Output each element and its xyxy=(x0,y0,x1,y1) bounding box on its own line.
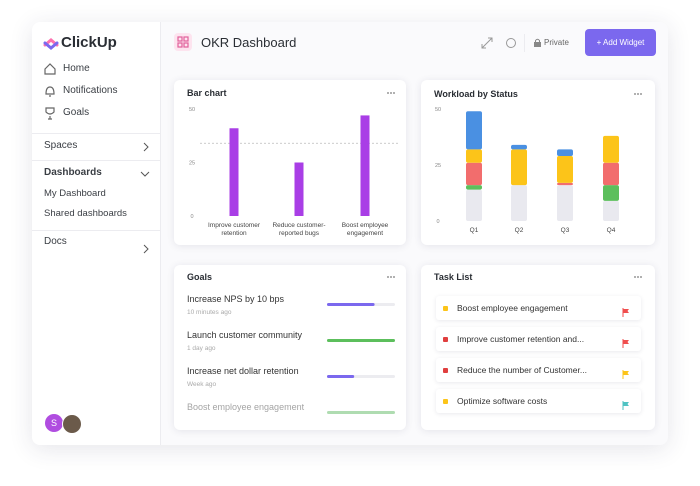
avatar[interactable]: S xyxy=(45,414,63,432)
task-row[interactable] xyxy=(436,327,641,351)
bar-segment xyxy=(466,189,482,221)
progress-bar xyxy=(327,375,355,378)
dashboard-link[interactable]: Shared dashboards xyxy=(44,208,127,219)
task-row[interactable] xyxy=(436,296,641,320)
bar-segment xyxy=(511,185,527,221)
bar xyxy=(229,128,239,216)
nav-item[interactable]: Notifications xyxy=(63,85,118,96)
goal-name[interactable]: Launch customer community xyxy=(187,330,303,340)
bar-segment xyxy=(603,200,619,221)
chevron xyxy=(143,142,149,152)
status-dot xyxy=(443,337,448,342)
status-dot xyxy=(443,399,448,404)
dashboard-link[interactable]: My Dashboard xyxy=(44,188,106,199)
goal-time: Week ago xyxy=(187,381,217,388)
x-tick-label: Q4 xyxy=(606,227,616,234)
widget-title: Goals xyxy=(187,272,213,282)
x-tick-label: Improve customer retention xyxy=(207,222,261,238)
status-dot xyxy=(443,368,448,373)
chevron xyxy=(140,171,150,177)
task-row[interactable] xyxy=(436,358,641,382)
status-dot xyxy=(443,306,448,311)
progress-bar xyxy=(327,339,395,342)
task-name[interactable]: Reduce the number of Customer... xyxy=(457,365,587,375)
lock-icon xyxy=(534,38,541,47)
progress-bar xyxy=(327,303,375,306)
logo: ClickUp xyxy=(61,34,117,51)
progress-bar xyxy=(327,411,395,414)
bar-segment xyxy=(466,162,482,186)
logo-icon xyxy=(43,38,59,50)
y-tick-label: 50 xyxy=(189,107,195,113)
priority-flag xyxy=(622,397,630,415)
nav-icons xyxy=(44,63,56,120)
chevron xyxy=(143,244,149,254)
widget xyxy=(174,265,406,430)
page-title: OKR Dashboard xyxy=(201,35,297,50)
y-tick-label: 0 xyxy=(190,214,193,220)
goal-time: 10 minutes ago xyxy=(187,309,232,316)
bar-segment xyxy=(466,185,482,190)
bar-segment xyxy=(511,144,527,150)
goal-name[interactable]: Increase net dollar retention xyxy=(187,366,299,376)
priority-flag xyxy=(622,335,630,353)
goal-name[interactable]: Increase NPS by 10 bps xyxy=(187,294,285,304)
task-name[interactable]: Optimize software costs xyxy=(457,396,548,406)
privacy[interactable]: Private xyxy=(544,38,569,47)
section[interactable]: Spaces xyxy=(44,140,78,151)
y-tick-label: 25 xyxy=(189,161,195,167)
widget-title: Task List xyxy=(434,272,473,282)
bar-segment xyxy=(466,149,482,163)
widget-title: Workload by Status xyxy=(434,89,518,99)
avatar-photo[interactable] xyxy=(62,414,82,434)
progress-track xyxy=(327,411,395,414)
bar-segment xyxy=(603,135,619,163)
priority-flag xyxy=(622,304,630,322)
task-name[interactable]: Boost employee engagement xyxy=(457,303,568,313)
x-tick-label: Q3 xyxy=(560,227,570,234)
section[interactable]: Docs xyxy=(44,236,67,247)
add-widget-button[interactable]: + Add Widget xyxy=(585,29,656,56)
y-tick-label: 25 xyxy=(435,163,441,169)
task-name[interactable]: Improve customer retention and... xyxy=(457,334,585,344)
bar-segment xyxy=(557,149,573,157)
x-tick-label: Boost employee engagement xyxy=(341,222,389,238)
bar-segment xyxy=(557,182,573,186)
task-row[interactable] xyxy=(436,389,641,413)
y-tick-label: 0 xyxy=(436,219,439,225)
widget-title: Bar chart xyxy=(187,88,227,98)
bar xyxy=(294,162,304,216)
x-tick-label: Q2 xyxy=(514,227,524,234)
y-tick-label: 50 xyxy=(435,107,441,113)
goal-name[interactable]: Boost employee engagement xyxy=(187,402,305,412)
section[interactable]: Dashboards xyxy=(44,167,102,178)
bar-segment xyxy=(557,156,573,183)
header-icons[interactable] xyxy=(480,36,520,50)
bar-segment xyxy=(603,162,619,186)
x-tick-label: Q1 xyxy=(469,227,479,234)
bar-segment xyxy=(603,185,619,201)
x-tick-label: Reduce customer-reported bugs xyxy=(272,222,326,238)
bar xyxy=(360,115,370,216)
bar-segment xyxy=(466,111,482,150)
priority-flag xyxy=(622,366,630,384)
bar-segment xyxy=(511,149,527,186)
bar-segment xyxy=(557,185,573,221)
dashboard-icon xyxy=(174,33,192,51)
nav-item[interactable]: Home xyxy=(63,63,90,74)
nav-item[interactable]: Goals xyxy=(63,107,90,118)
goal-time: 1 day ago xyxy=(187,345,216,352)
